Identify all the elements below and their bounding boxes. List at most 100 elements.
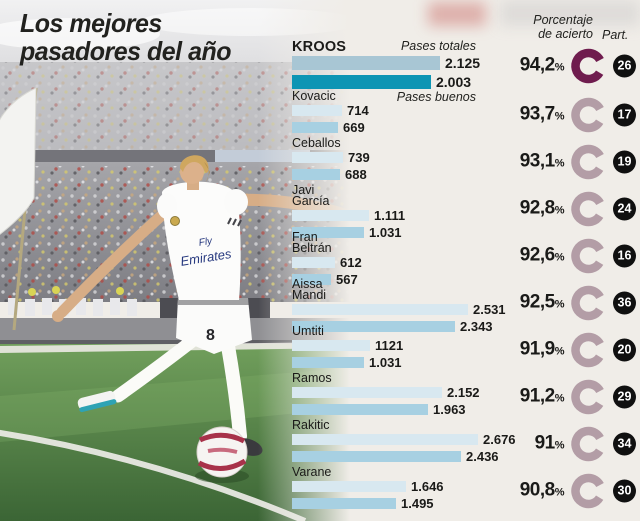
good-passes-bar bbox=[292, 404, 428, 415]
total-passes-bar bbox=[292, 210, 369, 221]
accuracy-donut-icon bbox=[571, 238, 606, 273]
title-line-1: Los mejores bbox=[20, 8, 162, 38]
total-passes-bar-line: 739 bbox=[292, 150, 640, 165]
accuracy-percent: 90,8% bbox=[508, 480, 565, 502]
accuracy-percent: 93,1% bbox=[508, 150, 565, 173]
row-stats: 93,7% 17 bbox=[508, 96, 636, 133]
total-passes-value: 1121 bbox=[375, 338, 404, 353]
accuracy-percent: 91,2% bbox=[508, 386, 565, 408]
row-stats: 90,8% 30 bbox=[508, 472, 636, 509]
player-row: Umtiti 1121 1.031 91,9% 20 bbox=[292, 324, 640, 373]
total-passes-value: 1.646 bbox=[411, 479, 444, 494]
crowd-blur-gray-blob bbox=[500, 0, 640, 26]
accuracy-donut-icon bbox=[571, 426, 606, 461]
matches-badge: 34 bbox=[613, 432, 636, 455]
player-row: Pases totales KROOS 2.125 2.003 94,2% 26 bbox=[292, 39, 640, 91]
total-passes-bar-line: 1.646 bbox=[292, 479, 640, 494]
player-name: Rakitic bbox=[292, 418, 330, 432]
accuracy-percent: 92,5% bbox=[508, 291, 565, 314]
good-passes-bar-line: 669 bbox=[292, 120, 640, 135]
total-passes-bar bbox=[292, 152, 343, 163]
good-passes-bar-line: 2.343 bbox=[292, 319, 640, 334]
total-passes-bar bbox=[292, 387, 442, 398]
player-name-block: Kovacic bbox=[292, 89, 640, 103]
good-passes-bar-line: 2.003 bbox=[292, 74, 640, 90]
corner-flag bbox=[0, 87, 38, 331]
player-name-block: Varane bbox=[292, 466, 640, 479]
row-stats: 92,8% 24 bbox=[508, 190, 636, 227]
accuracy-number: 93,1 bbox=[519, 150, 555, 172]
chart-panel: Porcentaje de acierto Part. Pases totale… bbox=[286, 0, 640, 521]
player-row: Fran Beltrán 612 567 92,6% 16 bbox=[292, 230, 640, 287]
total-passes-value: 2.531 bbox=[473, 302, 506, 317]
player-name-block: Ramos bbox=[292, 372, 640, 385]
percent-sign: % bbox=[554, 204, 565, 217]
player-name-block: Javi García bbox=[292, 184, 640, 208]
good-passes-bar bbox=[292, 274, 331, 285]
matches-badge: 36 bbox=[613, 291, 636, 314]
accuracy-donut-icon bbox=[571, 332, 606, 367]
total-passes-value: 2.125 bbox=[445, 55, 481, 71]
matches-badge: 29 bbox=[613, 385, 636, 408]
accuracy-number: 93,7 bbox=[519, 103, 555, 125]
accuracy-number: 91,9 bbox=[519, 338, 555, 360]
accuracy-number: 92,5 bbox=[519, 291, 555, 313]
svg-text:8: 8 bbox=[206, 327, 215, 344]
total-passes-value: 2.152 bbox=[447, 385, 480, 400]
accuracy-donut-icon bbox=[571, 379, 606, 414]
bar-series-label: Pases totales bbox=[400, 39, 476, 53]
good-passes-value: 2.436 bbox=[466, 449, 499, 464]
svg-text:Fly: Fly bbox=[198, 236, 214, 249]
player-name: Umtiti bbox=[292, 324, 324, 338]
player-name: Kovacic bbox=[292, 89, 336, 103]
accuracy-number: 94,2 bbox=[519, 54, 555, 76]
good-passes-bar-line: 567 bbox=[292, 272, 640, 287]
matches-badge: 17 bbox=[613, 103, 636, 126]
percent-sign: % bbox=[554, 110, 565, 123]
matches-column-header: Part. bbox=[602, 28, 629, 42]
player-row: Varane 1.646 1.495 90,8% 30 bbox=[292, 466, 640, 514]
good-passes-bar-line: 1.031 bbox=[292, 355, 640, 370]
matches-badge: 20 bbox=[613, 338, 636, 361]
accuracy-percent: 92,6% bbox=[508, 245, 565, 267]
percent-sign: % bbox=[554, 486, 565, 499]
player-name-block: KROOS bbox=[292, 40, 640, 55]
total-passes-bar-line: 2.125 bbox=[292, 55, 640, 71]
good-passes-bar-line: 1.031 bbox=[292, 225, 640, 240]
total-passes-bar-line: 612 bbox=[292, 255, 640, 270]
accuracy-percent: 91,9% bbox=[508, 338, 565, 361]
percent-sign: % bbox=[554, 61, 565, 74]
total-passes-bar bbox=[292, 481, 406, 492]
row-stats: 91,9% 20 bbox=[508, 331, 636, 368]
total-passes-bar bbox=[292, 434, 478, 445]
bar-series-label: Pases buenos bbox=[396, 90, 476, 104]
row-stats: 91% 34 bbox=[508, 425, 636, 462]
total-passes-bar bbox=[292, 304, 468, 315]
total-passes-bar bbox=[292, 340, 370, 351]
player-row: Rakitic 2.676 2.436 91% 34 bbox=[292, 418, 640, 467]
good-passes-bar-line: 2.436 bbox=[292, 449, 640, 464]
player-name: Ceballos bbox=[292, 136, 341, 150]
matches-badge: 26 bbox=[613, 54, 636, 77]
title-line-2: pasadores del año bbox=[20, 35, 232, 66]
player-name: Beltrán bbox=[292, 241, 332, 255]
percent-sign: % bbox=[554, 157, 565, 170]
percent-sign: % bbox=[554, 251, 565, 264]
player-name: Fran bbox=[292, 230, 318, 244]
good-passes-bar-line: 688 bbox=[292, 167, 640, 182]
good-passes-value: 1.031 bbox=[369, 355, 402, 370]
player-name: Aissa bbox=[292, 277, 323, 291]
accuracy-donut-icon bbox=[571, 473, 606, 508]
accuracy-percent: 91% bbox=[508, 433, 565, 455]
total-passes-value: 612 bbox=[340, 255, 362, 270]
accuracy-donut-icon bbox=[571, 285, 606, 320]
accuracy-percent: 94,2% bbox=[508, 54, 565, 77]
percent-sign: % bbox=[554, 392, 565, 405]
matches-badge: 19 bbox=[613, 150, 636, 173]
matches-badge: 24 bbox=[613, 197, 636, 220]
good-passes-value: 2.343 bbox=[460, 319, 493, 334]
good-passes-bar bbox=[292, 227, 364, 238]
total-passes-value: 1.111 bbox=[374, 208, 406, 223]
total-passes-value: 739 bbox=[348, 150, 370, 165]
